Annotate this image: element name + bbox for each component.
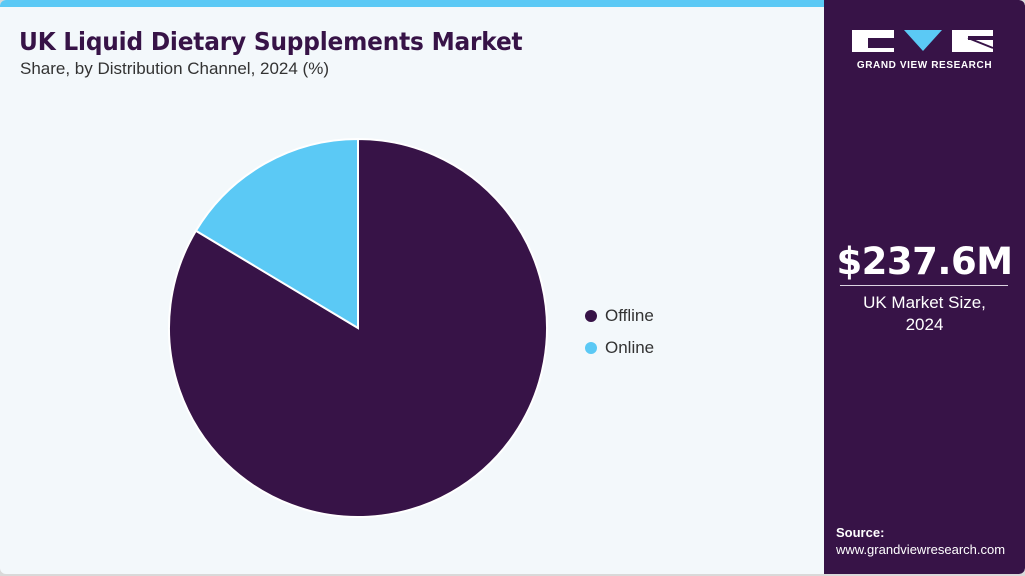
sidebar-panel: GRAND VIEW RESEARCH $237.6M UK Market Si… bbox=[824, 0, 1025, 574]
legend-label-online: Online bbox=[605, 338, 655, 357]
chart-title: UK Liquid Dietary Supplements Market bbox=[19, 27, 523, 56]
market-size-value: $237.6M bbox=[836, 240, 1013, 283]
market-size-label: UK Market Size, 2024 bbox=[824, 292, 1025, 336]
legend-dot-offline-icon bbox=[585, 310, 597, 322]
pie-slice-online bbox=[194, 137, 359, 330]
legend-label-offline: Offline bbox=[605, 306, 654, 325]
legend: Offline Online bbox=[585, 300, 654, 364]
grand-view-research-logo-icon bbox=[852, 30, 994, 52]
divider bbox=[840, 285, 1008, 286]
logo-text: GRAND VIEW RESEARCH bbox=[856, 60, 993, 71]
source-label: Source: bbox=[836, 525, 885, 540]
pie-chart bbox=[168, 137, 548, 518]
chart-subtitle: Share, by Distribution Channel, 2024 (%) bbox=[20, 59, 329, 78]
legend-item-offline: Offline bbox=[585, 300, 654, 332]
accent-top-bar bbox=[0, 0, 824, 7]
market-size-label-line1: UK Market Size, bbox=[863, 293, 986, 312]
legend-dot-online-icon bbox=[585, 342, 597, 354]
pie-chart-area bbox=[168, 137, 548, 518]
source-url[interactable]: www.grandviewresearch.com bbox=[836, 542, 1006, 557]
market-size-label-line2: 2024 bbox=[905, 315, 944, 334]
legend-item-online: Online bbox=[585, 332, 654, 364]
pie-slice-offline bbox=[168, 137, 548, 518]
